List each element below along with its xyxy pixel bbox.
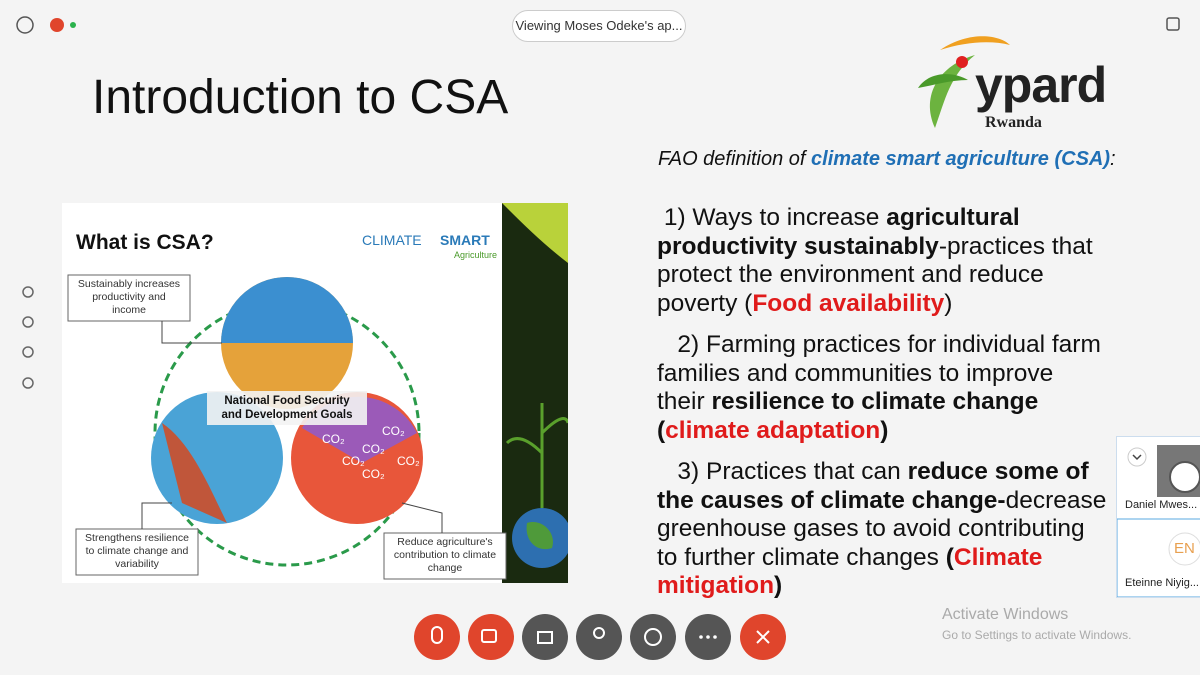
sky — [221, 277, 353, 343]
collapse-button[interactable] — [1127, 447, 1147, 467]
logo-leaf — [918, 74, 968, 88]
point-segment: agricultural productivity sustainably — [657, 204, 1027, 260]
callout-text: Strengthens resilience — [85, 532, 189, 544]
point-segment: climate adaptation — [665, 416, 881, 444]
logo-swoosh — [940, 36, 1010, 50]
strip-light — [502, 203, 568, 263]
point-segment: 3) Practices that can — [657, 458, 908, 485]
brand-bold: SMART — [440, 232, 490, 248]
gas-label: CO₂ — [322, 432, 345, 446]
pointer-tool[interactable] — [22, 316, 34, 328]
video-button[interactable] — [468, 614, 514, 660]
point-segment: ) — [944, 289, 953, 317]
chat-button[interactable] — [630, 614, 676, 660]
csa-image: What is CSA? CLIMATE SMART Agriculture Natio… — [62, 203, 568, 583]
participant-name: Daniel Mwes... — [1125, 499, 1198, 511]
definition-point: 1) Ways to increase agricultural product… — [657, 204, 1107, 318]
watermark-title: Activate Windows — [942, 606, 1069, 623]
layout-button[interactable] — [1166, 17, 1180, 31]
logo-subtitle: Rwanda — [985, 114, 1042, 131]
callout-text: Reduce agriculture's — [397, 536, 492, 548]
gas-label: CO₂ — [382, 424, 405, 438]
slide-title: Introduction to CSA — [92, 71, 509, 124]
status-dot — [70, 22, 76, 28]
info-button[interactable] — [16, 16, 34, 34]
point-segment: resilience to climate change ( — [657, 388, 1046, 444]
callout-text: change — [428, 562, 463, 574]
participants-panel: Daniel Mwes... EN Eteinne Niyig... — [1116, 436, 1200, 598]
point-segment: Food availability — [752, 289, 945, 317]
point-segment: ) — [880, 416, 889, 444]
point-segment: 1) Ways to increase — [657, 204, 887, 231]
point-segment: decrease greenhouse gases to avoid contr… — [657, 486, 1114, 571]
dashed-circle — [153, 299, 421, 567]
definition-segment: : — [1110, 148, 1116, 170]
gas-label: CO₂ — [342, 454, 365, 468]
earth-land — [526, 522, 553, 550]
gas-label: CO₂ — [362, 467, 385, 481]
plant — [505, 403, 568, 508]
center-box — [207, 391, 367, 425]
point-segment: 2) Farming practices for individual farm… — [657, 331, 1108, 415]
callout-text: income — [112, 304, 146, 316]
zoom-in-tool[interactable] — [22, 346, 34, 358]
participant-initials: EN — [1174, 540, 1195, 557]
brand: CLIMATE — [362, 232, 422, 248]
definition-point: 2) Farming practices for individual farm… — [657, 331, 1107, 445]
soil — [162, 423, 227, 523]
logo-dot — [956, 56, 968, 68]
callout-text: Sustainably increases — [78, 278, 180, 290]
avatar — [1168, 532, 1200, 566]
viewing-banner: Viewing Moses Odeke's ap... — [512, 10, 686, 42]
definition-points: 1) Ways to increase agricultural product… — [657, 204, 1107, 614]
watermark-text: Go to Settings to activate Windows. — [942, 628, 1132, 642]
point-segment: ( — [945, 543, 954, 571]
point-segment: ) — [774, 572, 783, 599]
callout-lines — [141, 321, 443, 533]
callout-text: to climate change and — [86, 545, 189, 557]
callout-text: variability — [115, 558, 160, 570]
brand-sub: Agriculture — [454, 250, 497, 260]
center-label: National Food Security — [224, 395, 350, 407]
definition-heading: FAO definition of climate smart agricult… — [658, 148, 1116, 171]
gas-label: CO₂ — [397, 454, 420, 468]
image-title: What is CSA? — [76, 231, 214, 254]
definition-segment: FAO definition of — [658, 148, 812, 170]
logo-leaf — [929, 55, 975, 128]
logo-name: ypard — [975, 57, 1107, 113]
annotate-tool[interactable] — [22, 286, 34, 298]
point-segment: Climate mitigation — [657, 543, 1050, 600]
avatar — [1169, 461, 1200, 493]
definition-segment: climate smart agriculture (CSA) — [811, 148, 1111, 170]
point-segment: -practices that protect the environment … — [657, 232, 1100, 317]
definition-point: 3) Practices that can reduce some of the… — [657, 458, 1107, 601]
panel-art — [1117, 445, 1200, 597]
mute-button[interactable] — [414, 614, 460, 660]
gas-label: CO₂ — [362, 442, 385, 456]
record-indicator — [50, 18, 64, 32]
callout-text: productivity and — [92, 291, 166, 303]
zoom-out-tool[interactable] — [22, 377, 34, 389]
center-label: and Development Goals — [221, 409, 352, 421]
point-segment: reduce some of the causes of climate cha… — [657, 458, 1096, 514]
callout-text: contribution to climate — [394, 549, 496, 561]
participant-name: Eteinne Niyig... — [1125, 577, 1199, 589]
share-button[interactable] — [522, 614, 568, 660]
